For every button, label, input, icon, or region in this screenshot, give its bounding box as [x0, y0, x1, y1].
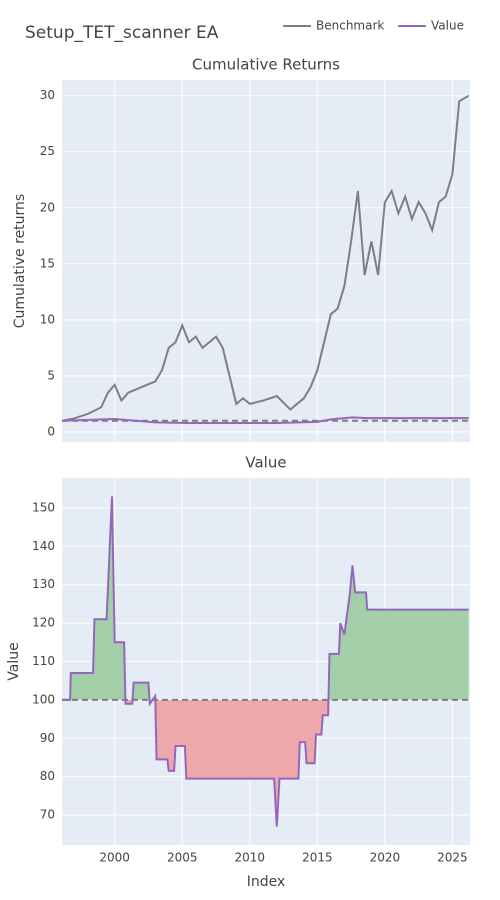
- y-tick-label: 20: [40, 200, 55, 214]
- y-tick-label: 120: [32, 616, 55, 630]
- y-tick-label: 150: [32, 500, 55, 514]
- y-tick-label: 80: [40, 769, 55, 783]
- y-tick-label: 110: [32, 654, 55, 668]
- series-line: [61, 416, 469, 425]
- legend-label: Benchmark: [316, 19, 384, 33]
- x-tick-label: 2000: [99, 851, 130, 865]
- y-tick-label: 70: [40, 808, 55, 822]
- y-axis-label: Cumulative returns: [12, 194, 28, 328]
- x-axis-label: Index: [247, 874, 286, 890]
- y-tick-label: 90: [40, 731, 55, 745]
- y-tick-label: 30: [40, 88, 55, 102]
- series-line: [61, 94, 470, 422]
- y-tick-label: 15: [40, 256, 55, 270]
- fill-below: [62, 699, 469, 827]
- legend-label: Value: [431, 19, 464, 33]
- x-tick-label: 2005: [167, 851, 198, 865]
- y-tick-label: 100: [32, 692, 55, 706]
- subplot-title: Cumulative Returns: [192, 56, 340, 74]
- x-tick-label: 2020: [370, 851, 401, 865]
- fill-above: [62, 496, 469, 700]
- y-tick-label: 5: [47, 368, 55, 382]
- y-tick-label: 0: [47, 424, 55, 438]
- plot-background: [62, 80, 470, 442]
- y-tick-label: 10: [40, 312, 55, 326]
- x-tick-label: 2010: [235, 851, 266, 865]
- x-tick-label: 2025: [437, 851, 468, 865]
- chart-title: Setup_TET_scanner EA: [25, 23, 219, 43]
- x-tick-label: 2015: [302, 851, 333, 865]
- y-tick-label: 130: [32, 577, 55, 591]
- y-axis-label: Value: [6, 642, 22, 680]
- y-tick-label: 140: [32, 539, 55, 553]
- series-line: [62, 496, 469, 827]
- y-tick-label: 25: [40, 144, 55, 158]
- subplot-title: Value: [245, 454, 286, 472]
